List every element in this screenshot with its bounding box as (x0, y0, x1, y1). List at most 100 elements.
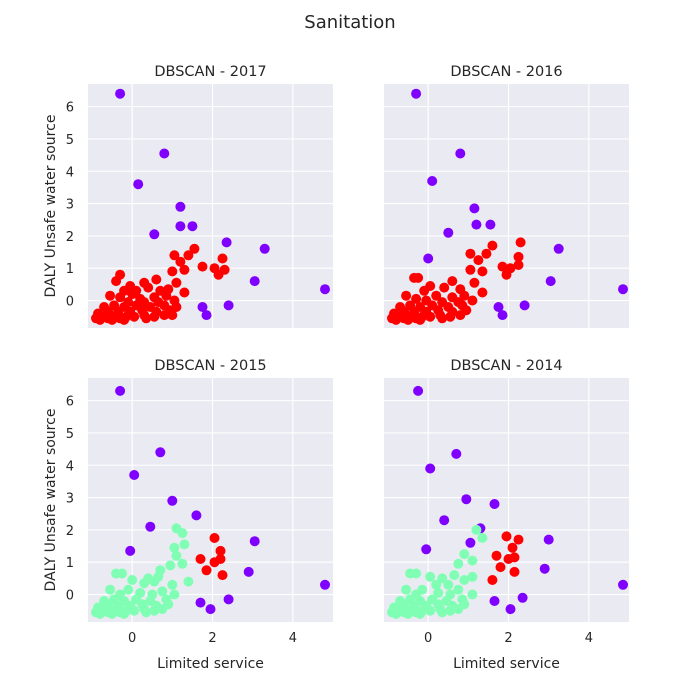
data-point-red (403, 314, 414, 325)
data-point-purple (223, 594, 234, 605)
data-point-red (149, 311, 160, 322)
data-point-green (437, 573, 448, 584)
data-point-green (431, 579, 442, 590)
panel-title: DBSCAN - 2017 (154, 64, 266, 80)
data-point-red (445, 311, 456, 322)
data-point-red (131, 285, 142, 296)
data-point-red (111, 276, 122, 287)
data-point-purple (195, 597, 206, 608)
data-point-green (391, 608, 401, 619)
data-point-green (177, 558, 188, 569)
data-point-red (495, 562, 506, 573)
data-point-red (491, 550, 502, 561)
y-tick-label: 5 (66, 427, 74, 442)
data-point-red (439, 282, 450, 293)
data-point-purple (133, 179, 144, 190)
x-tick-label: 0 (128, 631, 136, 646)
data-point-red (217, 253, 228, 264)
data-point-purple (505, 604, 516, 615)
data-point-purple (191, 510, 202, 521)
x-tick-label: 4 (289, 631, 297, 646)
y-tick-label: 5 (66, 133, 74, 148)
data-point-green (119, 608, 130, 619)
panel-title: DBSCAN - 2015 (154, 358, 266, 374)
data-point-purple (175, 221, 186, 232)
data-point-green (117, 568, 128, 579)
data-point-red (501, 269, 512, 280)
data-point-green (149, 605, 160, 616)
data-point-purple (423, 253, 434, 264)
data-point-red (141, 313, 152, 324)
chart-title: Sanitation (304, 12, 395, 33)
data-point-purple (115, 385, 126, 396)
data-point-green (425, 571, 436, 582)
data-point-green (177, 528, 188, 539)
data-point-purple (517, 592, 528, 603)
data-point-red (215, 554, 226, 564)
data-point-green (139, 578, 150, 589)
data-point-red (513, 251, 524, 262)
data-point-green (129, 605, 140, 616)
data-point-green (459, 575, 470, 585)
data-point-red (217, 570, 228, 581)
data-point-red (171, 277, 182, 288)
data-point-green (453, 604, 464, 615)
data-point-purple (221, 237, 232, 248)
data-point-red (509, 566, 520, 577)
plot-area (88, 378, 333, 622)
data-point-purple (243, 566, 254, 577)
data-point-red (513, 260, 524, 270)
data-point-purple (471, 219, 482, 230)
data-point-green (471, 524, 482, 535)
data-point-purple (469, 203, 480, 214)
data-point-purple (421, 544, 432, 555)
data-point-red (425, 311, 436, 322)
data-point-red (401, 290, 412, 301)
x-axis-label-left: Limited service (157, 656, 264, 672)
data-point-green (157, 586, 168, 597)
data-point-purple (125, 545, 136, 556)
data-point-green (467, 555, 478, 566)
data-point-green (169, 542, 180, 553)
data-point-purple (493, 302, 504, 312)
data-point-green (467, 589, 478, 600)
y-tick-label: 2 (66, 230, 74, 245)
data-point-purple (145, 521, 156, 532)
data-point-purple (223, 300, 234, 311)
data-point-red (119, 314, 130, 325)
y-tick-label: 0 (66, 295, 74, 310)
data-point-red (105, 290, 116, 301)
data-point-green (467, 571, 478, 582)
panel-dbscan-2017: DBSCAN - 2017 0 1 2 3 4 5 6 (66, 64, 333, 328)
data-point-red (197, 261, 208, 272)
data-point-red (115, 292, 126, 303)
data-point-green (149, 576, 160, 587)
y-tick-label: 0 (66, 589, 74, 604)
data-point-red (195, 554, 206, 564)
data-point-green (169, 589, 180, 600)
data-point-purple (443, 227, 454, 238)
data-point-red (515, 237, 526, 248)
x-tick-label: 4 (585, 631, 593, 646)
data-point-purple (427, 176, 438, 186)
x-tick-label: 2 (208, 631, 216, 646)
data-point-red (477, 287, 488, 298)
data-point-red (497, 261, 508, 272)
data-point-purple (187, 221, 198, 232)
data-point-green (127, 575, 138, 585)
data-point-red (391, 314, 401, 325)
data-point-purple (205, 604, 216, 615)
data-point-purple (411, 88, 422, 99)
data-point-purple (489, 596, 500, 606)
data-point-red (107, 314, 118, 325)
data-point-purple (115, 88, 126, 99)
y-tick-label: 2 (66, 524, 74, 539)
data-point-red (179, 264, 190, 275)
data-point-red (129, 311, 140, 322)
data-point-red (513, 534, 524, 545)
data-point-green (157, 604, 168, 615)
panel-title: DBSCAN - 2014 (450, 358, 562, 374)
data-point-red (143, 282, 154, 293)
data-point-red (487, 575, 498, 585)
